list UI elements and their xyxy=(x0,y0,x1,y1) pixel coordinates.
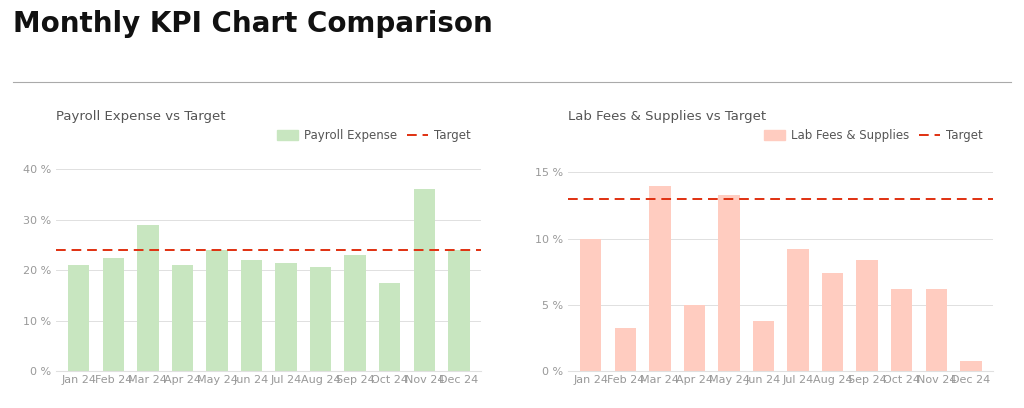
Bar xyxy=(614,328,636,371)
Bar xyxy=(926,289,947,371)
Bar xyxy=(822,273,844,371)
Bar xyxy=(961,361,982,371)
Bar xyxy=(753,321,774,371)
Bar xyxy=(68,265,89,371)
Text: Lab Fees & Supplies vs Target: Lab Fees & Supplies vs Target xyxy=(568,110,766,123)
Text: Monthly KPI Chart Comparison: Monthly KPI Chart Comparison xyxy=(13,10,494,38)
Bar xyxy=(684,305,706,371)
Bar xyxy=(102,257,124,371)
Bar xyxy=(787,249,809,371)
Bar xyxy=(275,263,297,371)
Legend: Lab Fees & Supplies, Target: Lab Fees & Supplies, Target xyxy=(759,125,987,147)
Bar xyxy=(344,255,366,371)
Bar xyxy=(891,289,912,371)
Legend: Payroll Expense, Target: Payroll Expense, Target xyxy=(272,125,475,147)
Bar xyxy=(310,267,332,371)
Bar xyxy=(580,239,601,371)
Bar xyxy=(718,195,739,371)
Bar xyxy=(449,250,470,371)
Text: Payroll Expense vs Target: Payroll Expense vs Target xyxy=(56,110,226,123)
Bar xyxy=(241,260,262,371)
Bar xyxy=(172,265,194,371)
Bar xyxy=(379,283,400,371)
Bar xyxy=(649,186,671,371)
Bar xyxy=(137,225,159,371)
Bar xyxy=(856,260,878,371)
Bar xyxy=(414,189,435,371)
Bar xyxy=(206,250,227,371)
